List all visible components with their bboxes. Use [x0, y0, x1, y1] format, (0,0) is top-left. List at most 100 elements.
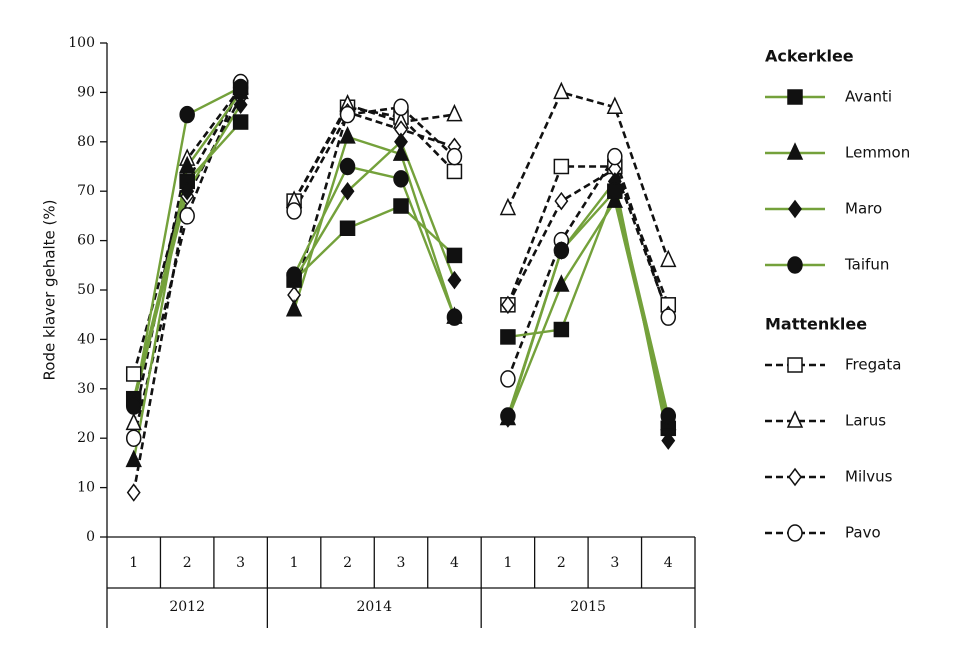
data-marker [392, 143, 410, 161]
data-marker [553, 241, 570, 260]
data-marker [446, 147, 463, 166]
data-marker [179, 105, 195, 124]
x-tick-label: 3 [610, 555, 619, 571]
legend-label: Maro [845, 200, 882, 218]
y-tick-label: 60 [77, 233, 95, 249]
y-tick-label: 30 [77, 381, 95, 397]
legend-marker [788, 467, 802, 487]
x-tick-label: 4 [450, 555, 459, 571]
data-marker [500, 295, 515, 315]
y-tick-label: 10 [77, 480, 95, 496]
y-tick-label: 50 [77, 282, 95, 298]
legend-marker [788, 199, 802, 219]
x-group-label: 2015 [570, 599, 606, 615]
data-marker [393, 198, 409, 214]
legend-marker [787, 256, 803, 274]
series-line [292, 105, 456, 212]
data-marker [661, 431, 676, 450]
data-marker [553, 274, 570, 292]
y-tick-label: 90 [77, 84, 95, 100]
data-marker [446, 247, 463, 264]
x-tick-label: 3 [397, 555, 406, 571]
data-marker [500, 407, 516, 425]
data-marker [660, 407, 677, 425]
series-line [506, 188, 670, 417]
x-tick-label: 1 [290, 555, 299, 571]
legend-marker [787, 357, 803, 373]
x-group-label: 2014 [356, 599, 392, 615]
data-marker [660, 249, 677, 268]
data-marker [446, 103, 463, 122]
data-marker [179, 155, 196, 174]
data-marker [286, 202, 302, 220]
series-line [293, 165, 456, 318]
series-line [292, 110, 455, 296]
legend-label: Taifun [844, 256, 889, 274]
series-line [506, 90, 670, 261]
legend-label: Fregata [845, 356, 901, 374]
legend-marker [786, 142, 804, 160]
legend-marker [787, 89, 803, 105]
data-marker [286, 266, 302, 284]
y-tick-label: 70 [77, 183, 95, 199]
legend-marker [787, 524, 803, 542]
data-marker [393, 98, 409, 116]
series-line [506, 153, 670, 380]
data-marker [500, 329, 516, 345]
data-marker [232, 78, 249, 97]
x-tick-label: 2 [183, 555, 192, 571]
y-axis-label: Rode klaver gehalte (%) [41, 200, 59, 381]
data-marker [500, 370, 516, 388]
data-marker [553, 158, 570, 175]
data-marker [180, 181, 195, 201]
x-tick-label: 2 [343, 555, 352, 571]
data-marker [179, 207, 195, 225]
data-marker [606, 96, 623, 114]
series-line [292, 105, 456, 202]
data-marker [446, 308, 463, 326]
x-tick-label: 4 [664, 555, 673, 571]
y-tick-label: 20 [77, 430, 95, 446]
data-marker [125, 397, 142, 415]
x-group-label: 2012 [169, 599, 205, 615]
y-tick-label: 100 [68, 35, 95, 51]
series-line [292, 103, 455, 202]
data-marker [660, 308, 677, 326]
legend-label: Avanti [845, 88, 892, 106]
y-tick-label: 40 [77, 331, 95, 347]
series-line [293, 204, 456, 281]
data-marker [553, 321, 570, 338]
data-marker [125, 366, 142, 382]
legend-marker [786, 410, 804, 428]
data-marker [499, 197, 517, 216]
legend-label: Larus [845, 412, 886, 430]
series-line [506, 165, 670, 306]
data-marker [553, 81, 570, 100]
x-tick-label: 1 [129, 555, 138, 571]
x-tick-label: 1 [503, 555, 512, 571]
y-tick-label: 0 [86, 529, 95, 545]
x-tick-label: 2 [557, 555, 566, 571]
data-marker [125, 412, 142, 431]
legend-label: Pavo [845, 524, 881, 542]
data-marker [607, 147, 623, 166]
legend-label: Milvus [845, 468, 893, 486]
data-marker [446, 163, 463, 180]
data-marker [285, 298, 303, 317]
data-marker [340, 181, 355, 201]
data-marker [232, 114, 249, 130]
data-marker [126, 483, 141, 502]
data-marker [339, 157, 356, 176]
data-marker [394, 132, 408, 152]
x-tick-label: 3 [236, 555, 245, 571]
legend-title: Ackerklee [765, 47, 854, 66]
data-marker [233, 95, 248, 114]
data-marker [339, 220, 356, 236]
legend-label: Lemmon [845, 144, 910, 162]
data-marker [125, 429, 142, 447]
series-line [506, 167, 670, 316]
data-marker [339, 105, 356, 124]
data-marker [554, 191, 569, 211]
data-marker [339, 126, 356, 144]
